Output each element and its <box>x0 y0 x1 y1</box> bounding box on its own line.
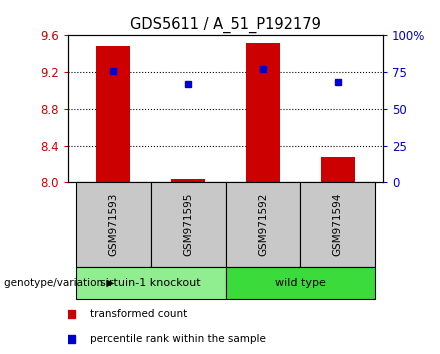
Text: wild type: wild type <box>275 278 326 288</box>
Bar <box>226 182 301 267</box>
Bar <box>96 46 130 182</box>
Text: GSM971594: GSM971594 <box>333 193 343 257</box>
Text: GSM971592: GSM971592 <box>258 193 268 257</box>
Text: GSM971593: GSM971593 <box>108 193 118 257</box>
Bar <box>76 182 150 267</box>
Text: percentile rank within the sample: percentile rank within the sample <box>90 333 266 344</box>
Bar <box>246 43 280 182</box>
Text: GSM971595: GSM971595 <box>183 193 193 257</box>
Text: transformed count: transformed count <box>90 309 187 320</box>
Bar <box>171 179 205 182</box>
Title: GDS5611 / A_51_P192179: GDS5611 / A_51_P192179 <box>130 16 321 33</box>
Text: sirtuin-1 knockout: sirtuin-1 knockout <box>100 278 201 288</box>
Bar <box>321 156 355 182</box>
Bar <box>76 267 226 299</box>
Bar <box>301 182 375 267</box>
Bar <box>150 182 226 267</box>
Text: genotype/variation ▶: genotype/variation ▶ <box>4 278 115 288</box>
Bar <box>226 267 375 299</box>
